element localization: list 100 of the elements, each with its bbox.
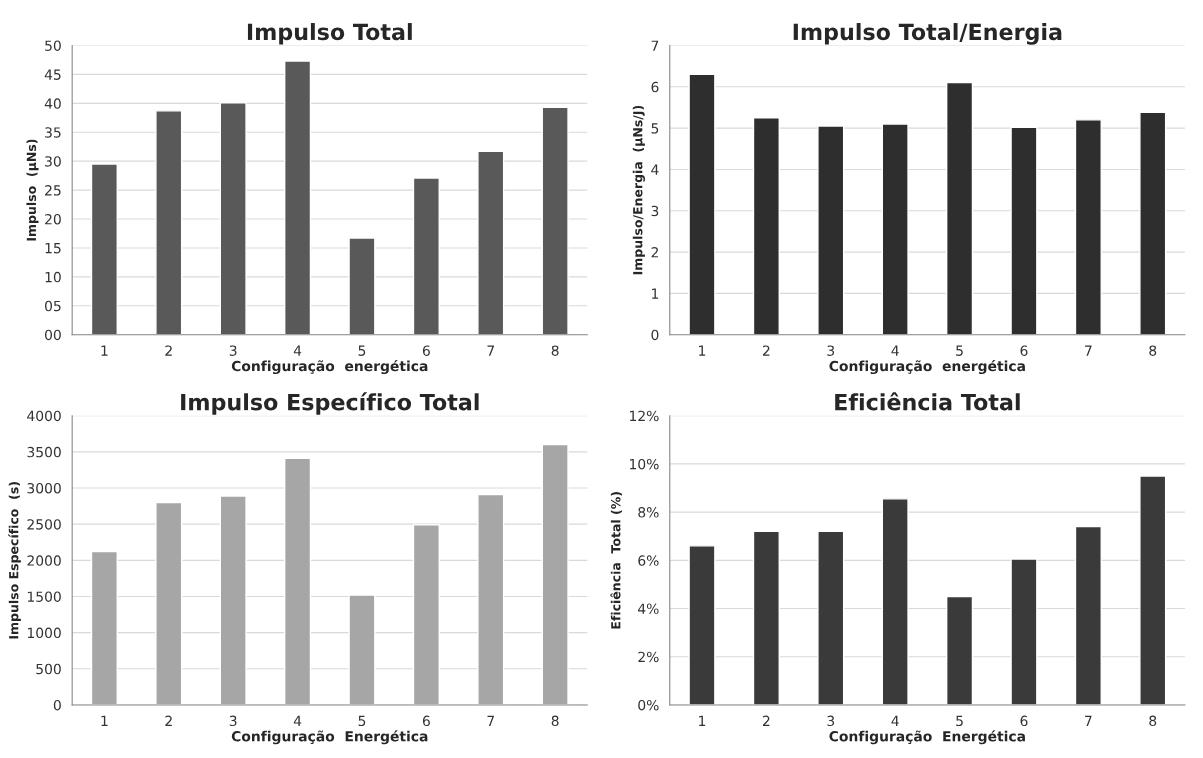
x-tick-label: 6 bbox=[422, 345, 430, 356]
bar bbox=[219, 495, 247, 705]
x-tick-label: 8 bbox=[1149, 345, 1157, 356]
bar bbox=[541, 106, 569, 335]
y-tick-label: 25 bbox=[45, 185, 61, 196]
bar bbox=[477, 150, 505, 335]
x-tick-label: 6 bbox=[422, 715, 430, 727]
y-tick-label: 500 bbox=[36, 663, 61, 675]
y-tick-label: 3000 bbox=[27, 482, 61, 494]
chart-title: Eficiência Total bbox=[835, 392, 1020, 411]
y-tick-label: 6% bbox=[638, 555, 659, 566]
bar bbox=[348, 594, 376, 705]
y-tick-label: 0 bbox=[651, 329, 659, 341]
y-tick-label: 10 bbox=[45, 271, 61, 283]
bar bbox=[881, 498, 909, 705]
y-axis-title: Impulso Específico (s) bbox=[8, 482, 21, 639]
bar bbox=[348, 237, 376, 335]
bar bbox=[817, 125, 845, 335]
x-tick-label: 1 bbox=[101, 345, 108, 356]
y-tick-label: 7 bbox=[651, 40, 659, 51]
y-tick-label: 05 bbox=[45, 300, 61, 312]
x-tick-label: 4 bbox=[293, 715, 302, 726]
y-tick-label: 1 bbox=[652, 288, 659, 299]
bar bbox=[945, 81, 974, 335]
y-tick-label: 2500 bbox=[27, 519, 61, 530]
x-tick-label: 2 bbox=[762, 715, 770, 726]
y-tick-label: 50 bbox=[45, 40, 61, 51]
y-tick-label: 15 bbox=[45, 243, 61, 254]
y-tick-label: 20 bbox=[45, 213, 61, 225]
chart-title: Impulso Específico Total bbox=[181, 392, 479, 415]
x-tick-label: 6 bbox=[1020, 345, 1028, 356]
x-tick-label: 6 bbox=[1020, 715, 1028, 727]
x-tick-label: 1 bbox=[101, 715, 108, 726]
x-tick-label: 7 bbox=[487, 345, 494, 356]
y-tick-label: 8% bbox=[638, 507, 659, 518]
x-tick-label: 4 bbox=[891, 345, 899, 356]
y-tick-label: 30 bbox=[45, 156, 61, 167]
x-tick-label: 7 bbox=[1085, 715, 1092, 726]
bar bbox=[817, 530, 845, 705]
y-axis-title: Impulso/Energia (µNs/J) bbox=[632, 105, 645, 275]
y-tick-label: 6 bbox=[651, 81, 659, 93]
y-tick-label: 1000 bbox=[27, 627, 61, 639]
x-tick-label: 3 bbox=[827, 345, 835, 356]
x-tick-label: 3 bbox=[229, 345, 237, 356]
y-axis-title: Impulso (µNs) bbox=[26, 139, 39, 241]
y-tick-label: 45 bbox=[44, 69, 61, 80]
x-tick-label: 7 bbox=[1085, 345, 1092, 356]
bar bbox=[1139, 475, 1167, 705]
x-axis-title: Configuração Energética bbox=[231, 730, 428, 745]
x-tick-label: 5 bbox=[956, 345, 963, 356]
y-tick-label: 5 bbox=[651, 123, 659, 134]
x-tick-label: 7 bbox=[487, 715, 494, 726]
y-tick-label: 0 bbox=[53, 699, 61, 711]
bar bbox=[283, 457, 312, 705]
y-tick-label: 1500 bbox=[27, 591, 61, 602]
x-tick-label: 1 bbox=[699, 715, 706, 726]
x-axis-title: Configuração energética bbox=[829, 359, 1025, 375]
x-tick-label: 5 bbox=[358, 345, 366, 356]
y-tick-label: 00 bbox=[45, 329, 61, 341]
y-tick-label: 0% bbox=[638, 699, 659, 711]
x-tick-label: 4 bbox=[293, 345, 302, 356]
bar bbox=[688, 545, 716, 705]
x-tick-label: 2 bbox=[165, 715, 172, 726]
x-tick-label: 8 bbox=[551, 715, 559, 727]
bar bbox=[881, 123, 909, 335]
x-axis-title: Configuração Energética bbox=[829, 730, 1025, 745]
bar bbox=[1074, 119, 1102, 335]
bar bbox=[1010, 558, 1038, 705]
bar bbox=[1139, 111, 1167, 335]
x-tick-label: 8 bbox=[1149, 715, 1157, 727]
x-tick-label: 8 bbox=[551, 345, 559, 356]
bar bbox=[283, 60, 312, 335]
x-tick-label: 3 bbox=[827, 715, 835, 727]
chart-title: Impulso Total bbox=[247, 23, 412, 45]
bar bbox=[90, 550, 118, 705]
y-tick-label: 2000 bbox=[27, 555, 61, 566]
chart-title: Impulso Total/Energia bbox=[793, 23, 1062, 45]
y-tick-label: 3500 bbox=[27, 446, 61, 458]
x-tick-label: 4 bbox=[891, 715, 899, 726]
y-tick-label: 4000 bbox=[27, 410, 61, 422]
y-tick-label: 40 bbox=[44, 98, 61, 109]
x-tick-label: 3 bbox=[229, 715, 237, 727]
x-tick-label: 2 bbox=[762, 345, 770, 356]
x-tick-label: 5 bbox=[358, 715, 366, 727]
bar bbox=[90, 163, 118, 335]
x-axis-title: Configuração energética bbox=[231, 359, 428, 375]
bar bbox=[752, 530, 780, 705]
bar bbox=[412, 177, 440, 335]
bar bbox=[1074, 525, 1102, 705]
y-tick-label: 12% bbox=[630, 410, 659, 422]
y-tick-label: 3 bbox=[651, 205, 659, 217]
y-tick-label: 2 bbox=[651, 247, 658, 258]
bar bbox=[541, 443, 569, 705]
y-tick-label: 4% bbox=[638, 603, 659, 614]
bar bbox=[155, 110, 183, 335]
bar bbox=[477, 493, 505, 705]
x-tick-label: 1 bbox=[699, 345, 706, 356]
bar bbox=[412, 524, 440, 705]
bar bbox=[752, 117, 780, 335]
y-tick-label: 10% bbox=[630, 458, 659, 470]
